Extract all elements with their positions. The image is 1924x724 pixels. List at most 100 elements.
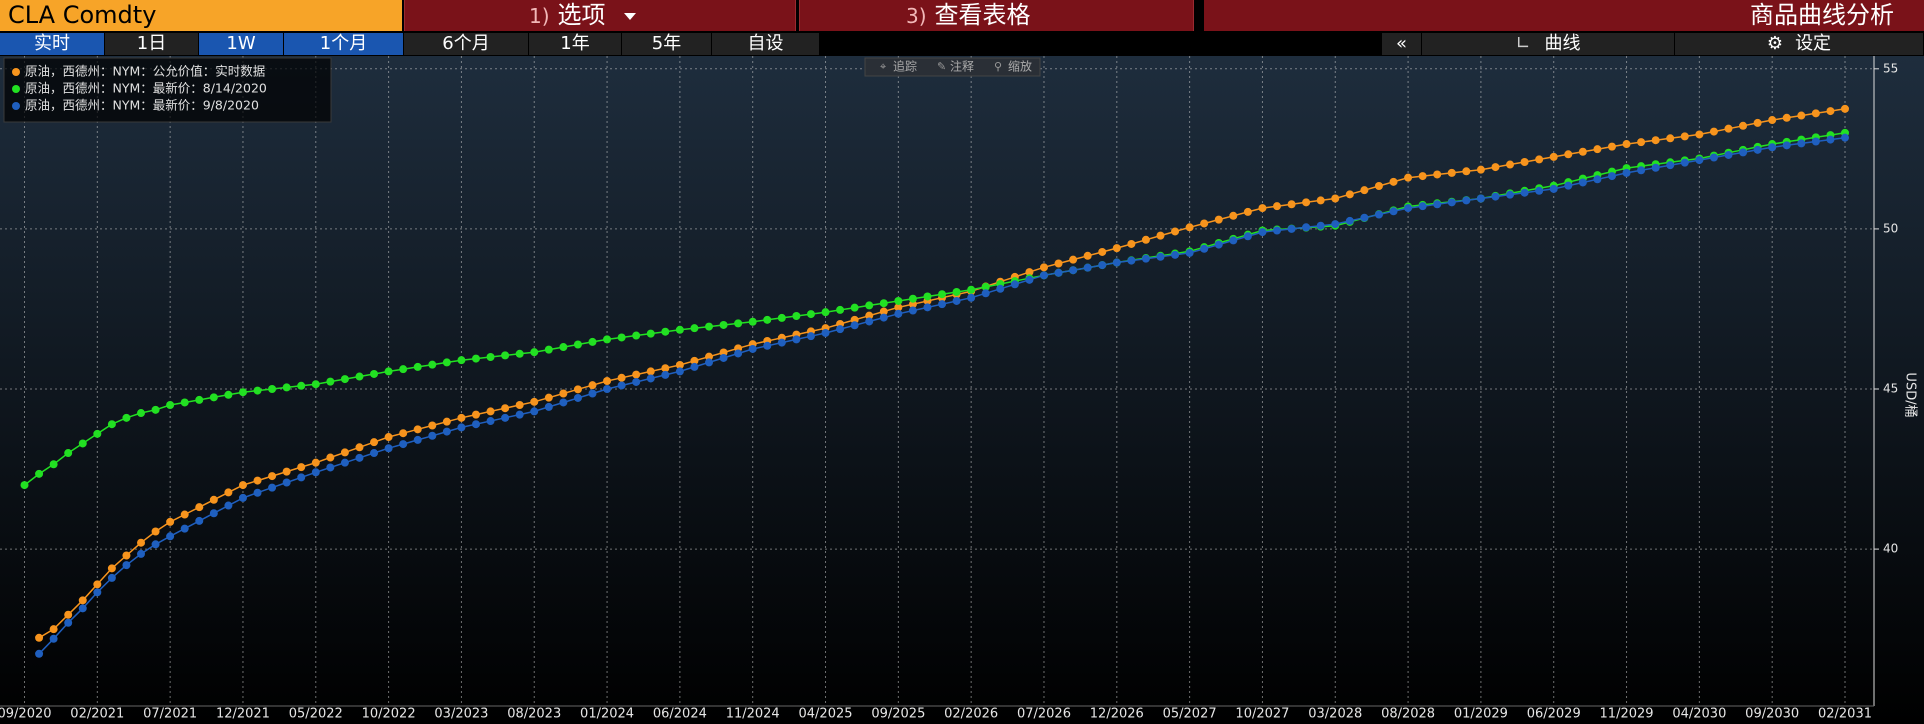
data-point: [559, 343, 568, 352]
data-point: [923, 292, 932, 301]
data-point: [1462, 196, 1471, 205]
data-point: [1782, 141, 1791, 150]
data-point: [457, 423, 466, 432]
data-point: [340, 458, 349, 467]
data-point: [224, 501, 233, 510]
data-point: [355, 372, 364, 381]
data-point: [617, 381, 626, 390]
range-button[interactable]: 1日: [105, 33, 199, 55]
data-point: [384, 367, 393, 376]
data-point: [675, 367, 684, 376]
data-point: [544, 393, 553, 402]
legend-marker: [12, 85, 20, 93]
data-point: [486, 407, 495, 416]
tool-label[interactable]: 注释: [950, 59, 974, 74]
data-point: [457, 356, 466, 365]
range-button[interactable]: 实时: [0, 33, 105, 55]
range-button[interactable]: 1个月: [284, 33, 404, 55]
data-point: [209, 495, 218, 504]
tool-icon: ⚲: [994, 60, 1002, 73]
range-button[interactable]: 1W: [199, 33, 284, 55]
data-point: [1622, 168, 1631, 177]
data-point: [1171, 250, 1180, 259]
data-point: [501, 404, 510, 413]
range-button[interactable]: 5年: [622, 33, 712, 55]
data-point: [821, 308, 830, 317]
data-point: [588, 381, 597, 390]
data-point: [923, 303, 932, 312]
data-point: [806, 332, 815, 341]
tool-label[interactable]: 追踪: [893, 59, 917, 74]
dropdown-caret: [623, 12, 636, 20]
data-point: [442, 358, 451, 367]
data-point: [603, 377, 612, 385]
data-point: [501, 413, 510, 422]
data-point: [1637, 166, 1646, 175]
legend: 原油，西德州：NYM：公允价值：实时数据原油，西德州：NYM：最新价：8/14/…: [3, 57, 332, 123]
data-point: [268, 472, 277, 481]
data-point: [573, 340, 582, 349]
data-point: [1433, 200, 1442, 209]
options-menu[interactable]: 1) 选项: [404, 0, 796, 31]
table-view-menu[interactable]: 3) 查看表格: [799, 0, 1194, 31]
x-tick-label: 05/2022: [289, 707, 343, 722]
data-point: [78, 439, 87, 448]
data-point: [1593, 175, 1602, 184]
data-point: [1229, 236, 1238, 245]
tool-label[interactable]: 缩放: [1008, 59, 1032, 74]
settings-button[interactable]: ⚙ 设定: [1675, 33, 1924, 55]
data-point: [763, 341, 772, 350]
data-point: [908, 306, 917, 315]
menu-key: 3): [906, 4, 927, 28]
data-point: [471, 410, 480, 419]
x-tick-label: 02/2031: [1818, 707, 1872, 722]
data-point: [734, 349, 743, 358]
data-point: [49, 460, 58, 469]
data-point: [1739, 148, 1748, 157]
data-point: [515, 401, 524, 410]
data-point: [952, 296, 961, 305]
data-point: [1374, 182, 1383, 190]
data-point: [836, 325, 845, 334]
data-point: [573, 393, 582, 402]
x-tick-label: 07/2021: [143, 707, 197, 722]
data-point: [297, 473, 306, 482]
chart: 09/2020 02/2021 07/2021 12/2021 05/2022 10/20…: [0, 56, 1924, 724]
data-point: [879, 299, 888, 308]
data-point: [340, 448, 349, 457]
legend-label: 原油，西德州：NYM：最新价：8/14/2020: [25, 81, 267, 96]
range-button[interactable]: 自设: [712, 33, 820, 55]
data-point: [1841, 133, 1849, 142]
data-point: [78, 596, 87, 605]
security-field[interactable]: CLA Comdty: [0, 0, 402, 31]
data-point: [457, 413, 466, 422]
data-point: [122, 551, 131, 560]
menu-label: 选项: [557, 1, 606, 29]
tool-icon: ✎: [937, 60, 946, 73]
data-point: [646, 329, 655, 338]
x-tick-label: 04/2030: [1672, 707, 1726, 722]
data-point: [297, 381, 306, 390]
x-tick-label: 08/2028: [1381, 707, 1435, 722]
x-tick-label: 09/2020: [0, 707, 52, 722]
data-point: [1302, 223, 1311, 232]
data-point: [1826, 135, 1835, 144]
data-point: [1374, 210, 1383, 219]
data-point: [850, 303, 859, 312]
data-point: [137, 409, 146, 418]
data-point: [734, 319, 743, 328]
chart-background: [0, 56, 1924, 724]
range-button[interactable]: 6个月: [404, 33, 529, 55]
curve-button[interactable]: ∟ 曲线: [1422, 33, 1675, 55]
data-point: [1258, 228, 1267, 237]
data-point: [544, 345, 553, 354]
data-point: [64, 610, 73, 619]
data-point: [1724, 124, 1733, 133]
range-button[interactable]: 1年: [529, 33, 622, 55]
x-tick-label: 06/2029: [1527, 707, 1581, 722]
collapse-button[interactable]: «: [1382, 33, 1422, 55]
data-point: [1345, 190, 1354, 199]
data-point: [355, 453, 364, 462]
data-point: [326, 377, 335, 386]
data-point: [282, 467, 291, 476]
